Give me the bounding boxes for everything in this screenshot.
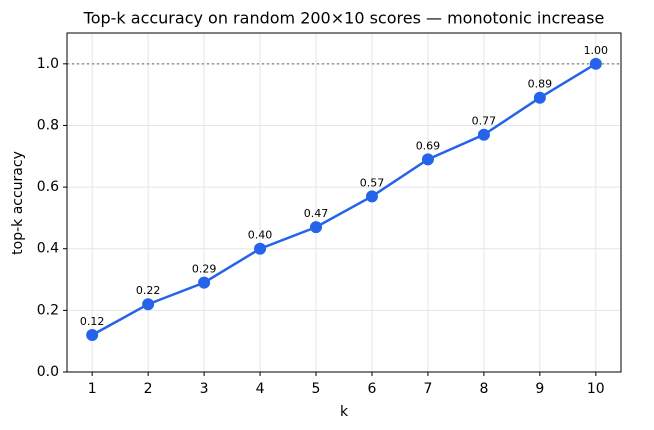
point [421, 153, 434, 166]
x-tick-label: 7 [423, 381, 432, 397]
value-label: 0.22 [136, 284, 161, 297]
value-label: 0.12 [80, 315, 105, 328]
point [533, 91, 546, 104]
x-tick-label: 1 [88, 381, 97, 397]
y-tick-label: 1.0 [37, 56, 59, 72]
point [198, 276, 211, 289]
line [91, 62, 597, 337]
point [254, 242, 267, 255]
y-tick-label: 0.6 [37, 179, 59, 195]
point [142, 298, 155, 311]
x-axis-label: k [340, 404, 349, 420]
value-label: 0.47 [304, 207, 329, 220]
value-label: 0.29 [192, 263, 217, 276]
value-label: 0.77 [472, 115, 497, 128]
x-tick-label: 4 [256, 381, 265, 397]
x-tick-label: 6 [368, 381, 377, 397]
x-tick-label: 3 [200, 381, 209, 397]
chart-title: Top-k accuracy on random 200×10 scores —… [83, 9, 605, 28]
point [477, 128, 490, 141]
x-tick-label: 9 [535, 381, 544, 397]
plot-frame [66, 32, 622, 373]
point [589, 57, 602, 70]
y-tick-label: 0.4 [37, 241, 59, 257]
x-tick-label: 5 [312, 381, 321, 397]
value-label: 0.89 [528, 78, 553, 91]
value-label: 1.00 [584, 44, 609, 57]
x-tick-label: 10 [587, 381, 605, 397]
point [365, 190, 378, 203]
x-tick-label: 2 [144, 381, 153, 397]
point [86, 329, 99, 342]
value-label: 0.40 [248, 229, 273, 242]
y-tick-label: 0.2 [37, 302, 59, 318]
y-axis-label: top-k accuracy [10, 151, 26, 255]
x-tick-label: 8 [479, 381, 488, 397]
value-label: 0.57 [360, 176, 385, 189]
y-tick-label: 0.8 [37, 117, 59, 133]
y-tick-label: 0.0 [37, 364, 59, 380]
value-label: 0.69 [416, 139, 441, 152]
point [310, 221, 323, 234]
